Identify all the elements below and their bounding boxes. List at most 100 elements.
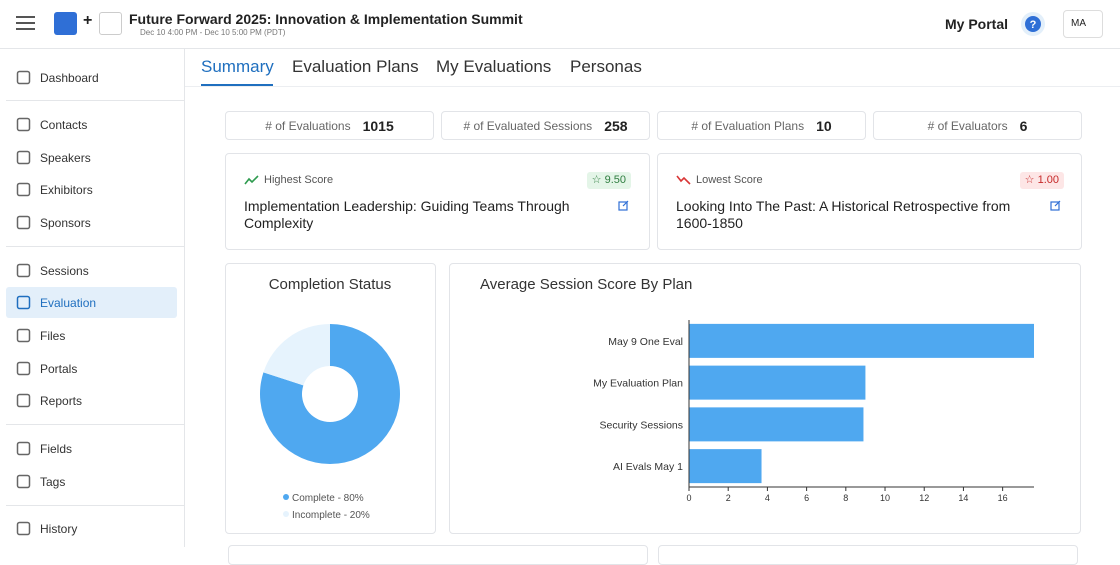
card xyxy=(228,545,648,565)
user-menu[interactable]: MA xyxy=(1063,10,1103,38)
nav-icon xyxy=(16,521,31,536)
legend-dot xyxy=(283,511,289,517)
y-tick-label: Security Sessions xyxy=(600,419,683,431)
x-tick-label: 10 xyxy=(880,493,890,503)
stat-label: # of Evaluators xyxy=(927,118,1008,133)
stat-value: 6 xyxy=(1019,117,1028,134)
star-icon: ☆ xyxy=(1024,174,1038,186)
nav-label: Dashboard xyxy=(40,70,99,85)
nav-label: Fields xyxy=(40,441,73,456)
nav-label: Evaluation xyxy=(40,295,97,310)
header: + Future Forward 2025: Innovation & Impl… xyxy=(0,0,1120,49)
score-badge: ☆ 1.00 xyxy=(1019,172,1064,189)
score-label: Highest Score xyxy=(264,174,334,186)
x-tick-label: 12 xyxy=(919,493,929,503)
menu-icon[interactable] xyxy=(16,16,35,31)
stat-label: # of Evaluation Plans xyxy=(691,118,805,133)
pie-slice xyxy=(263,324,330,386)
nav-item[interactable]: Tags xyxy=(6,466,177,497)
tab[interactable]: Personas xyxy=(570,57,642,76)
session-title: Implementation Leadership: Guiding Teams… xyxy=(244,198,570,231)
x-tick-label: 2 xyxy=(726,493,731,503)
score-card: Lowest Score ☆ 1.00 Looking Into The Past:… xyxy=(657,153,1082,250)
stat-value: 258 xyxy=(604,117,628,134)
nav-icon xyxy=(16,393,31,408)
session-title: Looking Into The Past: A Historical Retr… xyxy=(676,198,1011,231)
legend-label: Incomplete - 20% xyxy=(292,510,370,521)
x-tick-label: 4 xyxy=(765,493,770,503)
pie-slice xyxy=(260,324,401,464)
legend-label: Complete - 80% xyxy=(292,493,364,504)
nav-icon xyxy=(16,263,31,278)
tab[interactable]: Summary xyxy=(201,57,274,76)
nav-label: Exhibitors xyxy=(40,182,93,197)
tab[interactable]: Evaluation Plans xyxy=(292,57,419,76)
divider xyxy=(6,246,184,247)
svg-text:?: ? xyxy=(1030,19,1037,31)
nav-item[interactable]: History xyxy=(6,513,177,544)
stat-card: # of Evaluation Plans 10 xyxy=(657,111,866,140)
nav-icon xyxy=(16,215,31,230)
event-logo xyxy=(54,12,77,35)
nav-item[interactable]: Portals xyxy=(6,353,177,384)
nav-item[interactable]: Evaluation xyxy=(6,287,177,318)
trend-icon xyxy=(244,175,259,185)
org-logo xyxy=(99,12,122,35)
score-badge: ☆ 9.50 xyxy=(586,172,631,189)
x-tick-label: 8 xyxy=(843,493,848,503)
nav-item[interactable]: Files xyxy=(6,320,177,351)
divider xyxy=(6,100,184,101)
portal-link[interactable]: My Portal xyxy=(945,16,1009,32)
nav-item[interactable]: Sessions xyxy=(6,255,177,286)
nav-icon xyxy=(16,328,31,343)
stat-label: # of Evaluations xyxy=(265,118,351,133)
nav-item[interactable]: Speakers xyxy=(6,142,177,173)
user-initials: MA xyxy=(1071,18,1086,29)
nav-label: Portals xyxy=(40,361,78,376)
nav-label: Sponsors xyxy=(40,215,91,230)
nav-label: Reports xyxy=(40,393,83,408)
bar xyxy=(689,449,762,484)
help-button[interactable]: ? xyxy=(1021,12,1045,36)
stat-label: # of Evaluated Sessions xyxy=(463,118,593,133)
chart-title: Completion Status xyxy=(269,276,392,293)
score-label: Lowest Score xyxy=(696,174,763,186)
nav-item[interactable]: Fields xyxy=(6,433,177,464)
nav-label: Sessions xyxy=(40,263,89,278)
tab-underline xyxy=(201,84,273,86)
y-tick-label: May 9 One Eval xyxy=(608,336,683,348)
nav-icon xyxy=(16,441,31,456)
score-value: 1.00 xyxy=(1037,174,1059,186)
stat-value: 10 xyxy=(816,117,832,134)
plus-icon: + xyxy=(83,12,93,29)
x-tick-label: 14 xyxy=(958,493,968,503)
nav-icon xyxy=(16,150,31,165)
x-tick-label: 16 xyxy=(998,493,1008,503)
nav-label: Contacts xyxy=(40,117,88,132)
bar xyxy=(689,323,1034,358)
open-link-icon[interactable] xyxy=(618,200,629,211)
nav-icon xyxy=(16,70,31,85)
card xyxy=(658,545,1078,565)
nav-item[interactable]: Contacts xyxy=(6,109,177,140)
sidebar xyxy=(0,49,185,547)
nav-item[interactable]: Exhibitors xyxy=(6,174,177,205)
nav-item[interactable]: Reports xyxy=(6,385,177,416)
stat-card: # of Evaluated Sessions 258 xyxy=(441,111,650,140)
stat-card: # of Evaluations 1015 xyxy=(225,111,434,140)
nav-label: Speakers xyxy=(40,150,91,165)
nav-label: Tags xyxy=(40,474,66,489)
bar xyxy=(689,407,864,442)
tab[interactable]: My Evaluations xyxy=(436,57,552,76)
open-link-icon[interactable] xyxy=(1050,200,1061,211)
score-value: 9.50 xyxy=(604,174,626,186)
divider xyxy=(6,424,184,425)
nav-item[interactable]: Dashboard xyxy=(6,62,177,93)
nav-icon xyxy=(16,361,31,376)
nav-label: Files xyxy=(40,328,66,343)
nav-icon xyxy=(16,474,31,489)
chart-title: Average Session Score By Plan xyxy=(480,276,692,293)
x-tick-label: 6 xyxy=(804,493,809,503)
nav-item[interactable]: Sponsors xyxy=(6,207,177,238)
